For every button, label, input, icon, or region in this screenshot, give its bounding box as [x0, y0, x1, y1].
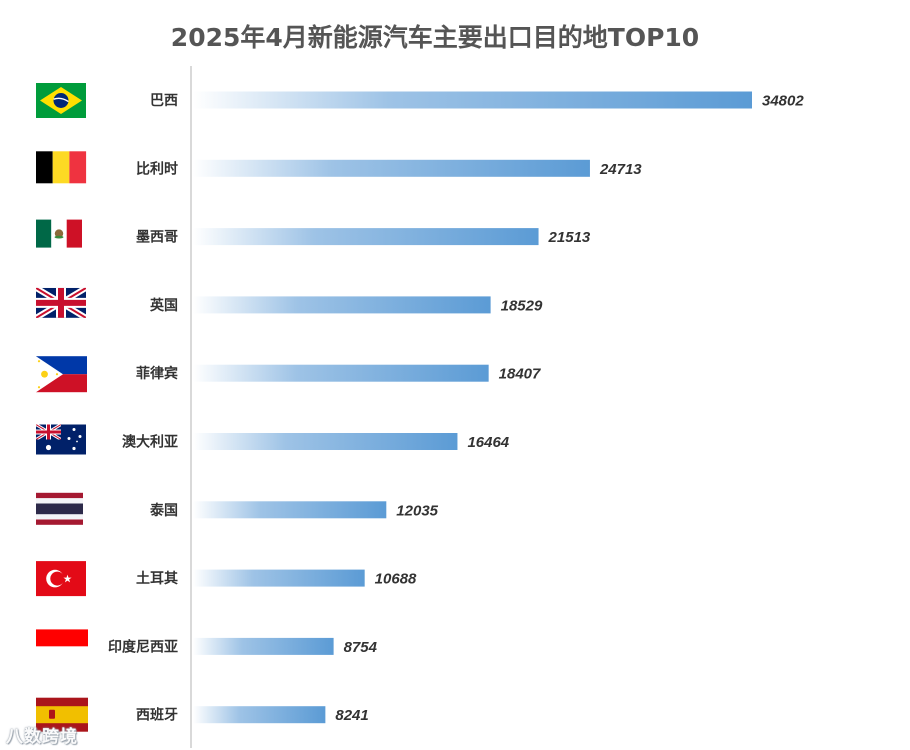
data-label: 18407 — [499, 366, 541, 383]
data-label: 34802 — [762, 93, 804, 110]
brazil-flag-icon — [36, 83, 86, 118]
australia-flag-icon — [36, 424, 86, 455]
category-label: 印度尼西亚 — [108, 638, 178, 655]
thailand-flag-icon — [36, 492, 83, 525]
category-label: 墨西哥 — [136, 230, 178, 246]
category-label: 比利时 — [136, 160, 178, 177]
watermark: 八数跨境 — [6, 727, 78, 747]
bar — [193, 637, 334, 655]
mexico-flag-icon — [36, 219, 82, 248]
bar — [193, 364, 489, 382]
category-label: 澳大利亚 — [122, 434, 178, 451]
bar — [193, 501, 387, 519]
philippines-flag-icon — [36, 356, 87, 393]
category-label: 菲律宾 — [136, 365, 178, 382]
data-label: 24713 — [599, 161, 642, 178]
category-label: 英国 — [149, 297, 178, 314]
uk-flag-icon — [36, 287, 86, 318]
category-label: 西班牙 — [136, 707, 178, 724]
spain-flag-icon — [36, 697, 88, 732]
category-label: 土耳其 — [136, 570, 178, 587]
data-label: 16464 — [467, 434, 509, 451]
bar — [193, 433, 458, 450]
category-label: 巴西 — [150, 93, 178, 109]
bar — [193, 706, 326, 724]
data-label: 8241 — [335, 707, 368, 724]
data-label: 21513 — [548, 229, 591, 246]
bar — [193, 159, 590, 177]
chart-title: 2025年4月新能源汽车主要出口目的地TOP10 — [170, 23, 700, 52]
bar — [193, 228, 539, 246]
bar — [193, 569, 365, 587]
category-label: 泰国 — [149, 502, 178, 519]
indonesia-flag-icon — [36, 629, 88, 664]
belgium-flag-icon — [36, 151, 87, 184]
bar — [193, 91, 752, 109]
data-label: 12035 — [396, 502, 438, 519]
data-label: 10688 — [375, 571, 417, 588]
bar — [193, 296, 491, 314]
turkey-flag-icon — [36, 561, 86, 597]
data-label: 18529 — [501, 297, 543, 314]
data-label: 8754 — [344, 639, 378, 656]
